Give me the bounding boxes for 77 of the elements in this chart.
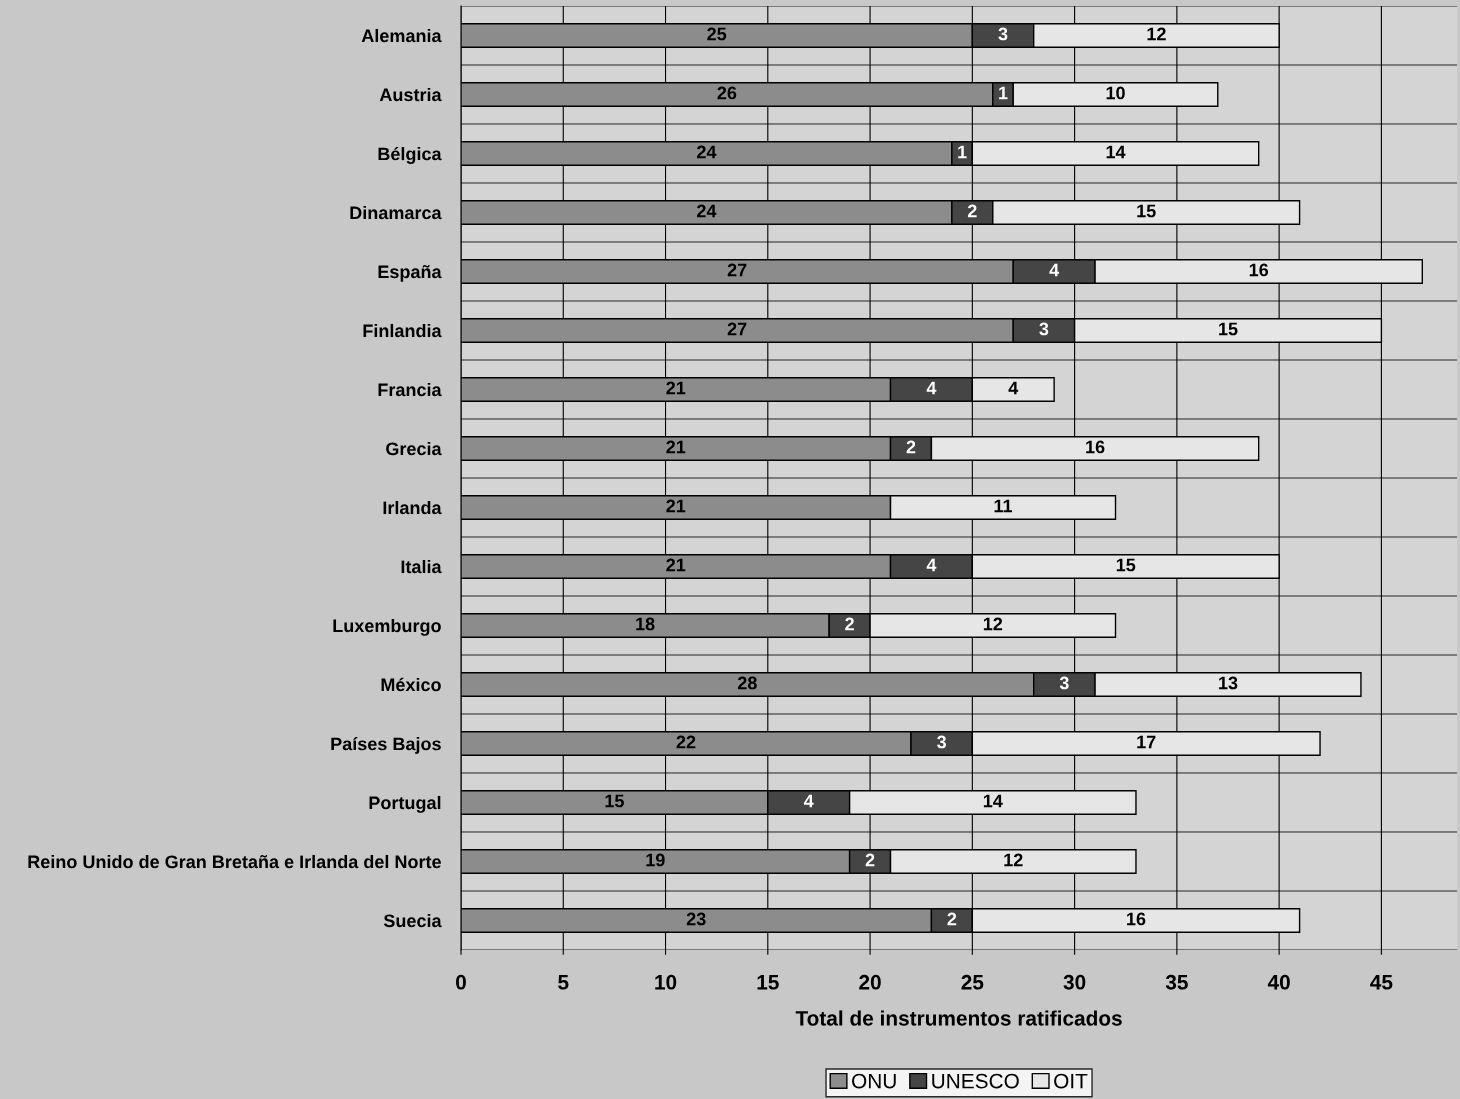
data-label: 21: [666, 558, 686, 572]
x-tick-label: 30: [1063, 974, 1086, 990]
data-label: 14: [983, 794, 1003, 808]
data-label: 21: [666, 381, 686, 395]
data-label: 16: [1086, 440, 1105, 454]
data-label: 26: [717, 86, 737, 100]
data-label: 22: [676, 735, 696, 749]
x-tick-label: 10: [655, 974, 677, 990]
x-tick-label: 35: [1165, 974, 1188, 990]
data-label: 4: [926, 558, 937, 572]
data-label: 27: [727, 322, 747, 336]
data-label: 3: [1059, 676, 1069, 690]
data-label: 1: [999, 86, 1008, 100]
x-tick-label: 45: [1370, 975, 1393, 990]
data-label: 27: [727, 263, 747, 277]
x-tick-label: 40: [1267, 974, 1290, 990]
data-label: 19: [646, 853, 665, 867]
data-label: 4: [803, 794, 814, 808]
data-label: 3: [998, 27, 1008, 41]
data-label: 2: [845, 617, 854, 631]
y-tick-label: Finlandia: [363, 323, 442, 338]
data-label: 28: [737, 676, 757, 690]
data-label: 10: [1106, 86, 1125, 100]
data-label: 16: [1127, 912, 1146, 926]
y-tick-label: Portugal: [369, 795, 441, 813]
data-label: 21: [666, 499, 686, 513]
x-tick-label: 25: [961, 974, 984, 990]
y-tick-label: México: [381, 677, 441, 692]
x-tick-label: 0: [456, 974, 466, 990]
legend-label: ONU: [852, 1073, 896, 1089]
data-label: 15: [605, 794, 624, 808]
y-tick-label: Italia: [401, 559, 442, 574]
data-label: 15: [1219, 322, 1238, 336]
y-tick-label: Alemania: [361, 28, 442, 43]
x-tick-label: 20: [859, 974, 881, 990]
data-label: 12: [1147, 27, 1166, 41]
x-tick-label: 15: [757, 975, 779, 990]
x-tick-label: 5: [558, 975, 569, 990]
y-tick-label: Grecia: [386, 441, 442, 456]
data-label: 2: [906, 440, 916, 454]
data-label: 12: [1004, 853, 1023, 867]
data-label: 16: [1249, 263, 1269, 277]
data-label: 24: [697, 204, 717, 218]
legend-label: UNESCO: [932, 1073, 1019, 1089]
y-tick-label: España: [378, 265, 442, 282]
y-tick-label: Francia: [378, 382, 442, 397]
x-axis-title: Total de instrumentos ratificados: [795, 1010, 1122, 1026]
y-tick-label: Luxemburgo: [333, 618, 441, 636]
y-tick-label: Suecia: [383, 913, 442, 928]
data-label: 11: [994, 499, 1013, 513]
data-label: 14: [1106, 145, 1126, 159]
y-tick-label: Reino Unido de Gran Bretaña e Irlanda del Norte: [28, 854, 441, 869]
data-label: 15: [1116, 558, 1136, 572]
data-label: 23: [686, 912, 706, 926]
y-tick-label: Bélgica: [378, 146, 442, 164]
data-label: 4: [926, 381, 937, 395]
data-label: 3: [937, 735, 947, 749]
data-label: 24: [697, 145, 717, 159]
y-tick-label: Irlanda: [383, 500, 442, 515]
data-label: 12: [983, 617, 1003, 631]
data-label: 17: [1137, 735, 1156, 749]
data-label: 13: [1219, 676, 1238, 690]
data-label: 2: [865, 853, 875, 867]
data-label: 15: [1137, 204, 1156, 218]
data-label: 3: [1039, 322, 1049, 336]
legend-label: OIT: [1054, 1073, 1088, 1089]
data-label: 2: [947, 912, 957, 926]
data-label: 25: [707, 27, 727, 41]
y-tick-label: Países Bajos: [331, 736, 441, 754]
data-label: 2: [967, 204, 977, 218]
y-tick-label: Austria: [379, 87, 442, 102]
data-label: 4: [1049, 263, 1060, 277]
data-label: 4: [1008, 381, 1019, 395]
y-tick-label: Dinamarca: [350, 205, 442, 220]
data-label: 18: [636, 617, 655, 631]
data-label: 1: [958, 145, 967, 159]
data-label: 21: [666, 440, 686, 454]
